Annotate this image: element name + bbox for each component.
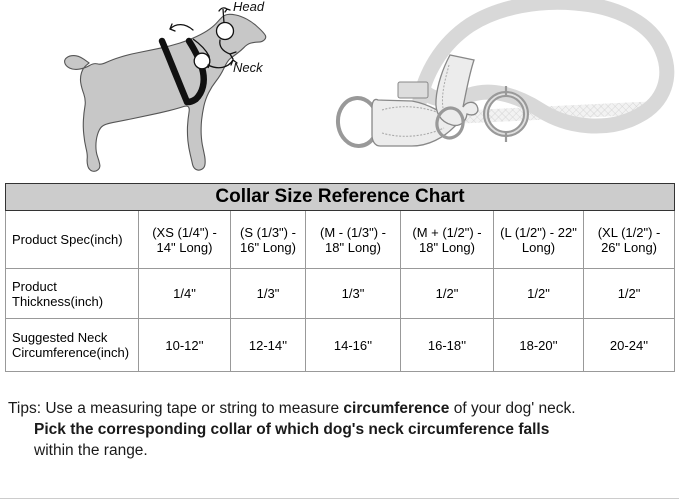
svg-text:Head: Head (233, 0, 265, 14)
svg-text:Neck: Neck (233, 60, 264, 75)
